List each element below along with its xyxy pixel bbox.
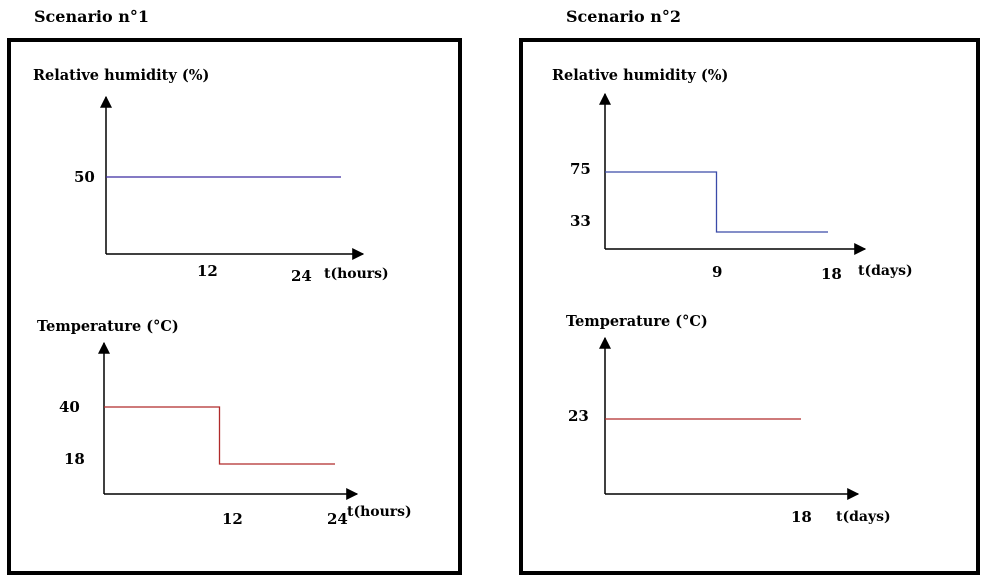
s2-humidity-ylabel: Relative humidity (%) [552,67,728,84]
s2-temperature-xtick-18: 18 [791,508,812,526]
s1-temperature-ytick-18: 18 [64,450,85,468]
s2-temperature-xlabel: t(days) [836,509,891,525]
s1-humidity-xtick-24: 24 [291,267,312,285]
s1-temperature-xlabel: t(hours) [347,504,412,520]
s1-temperature-ylabel: Temperature (°C) [37,318,179,335]
s1-temperature-xtick-12: 12 [222,510,243,528]
s2-humidity-ytick-33: 33 [570,212,591,230]
scenario-2-title: Scenario n°2 [566,7,681,26]
s1-temperature-series-line [104,406,335,465]
chart-s2-humidity: Relative humidity (%) 75 33 9 18 t(days) [552,67,913,283]
chart-s1-humidity: Relative humidity (%) 50 12 24 t(hours) [33,67,389,285]
scenario-1-panel [7,38,462,575]
s1-humidity-ylabel: Relative humidity (%) [33,67,209,84]
s2-humidity-xtick-9: 9 [712,263,722,281]
s1-humidity-xlabel: t(hours) [324,266,389,282]
chart-s1-temperature: Temperature (°C) 40 18 12 24 t(hours) [37,318,412,528]
scenario-1-title: Scenario n°1 [34,7,149,26]
s2-temperature-ytick-23: 23 [568,407,589,425]
s1-temperature-xtick-24: 24 [327,510,348,528]
s1-temperature-ytick-40: 40 [59,398,80,416]
scenario-2-panel [519,38,980,575]
s1-humidity-ytick-50: 50 [74,168,95,186]
s1-humidity-xtick-12: 12 [197,262,218,280]
s2-humidity-series-line [605,171,828,233]
s2-humidity-xtick-18: 18 [821,265,842,283]
s2-temperature-ylabel: Temperature (°C) [566,313,708,330]
s2-humidity-xlabel: t(days) [858,263,913,279]
chart-s2-temperature: Temperature (°C) 23 18 t(days) [566,313,891,526]
s2-humidity-ytick-75: 75 [570,160,591,178]
